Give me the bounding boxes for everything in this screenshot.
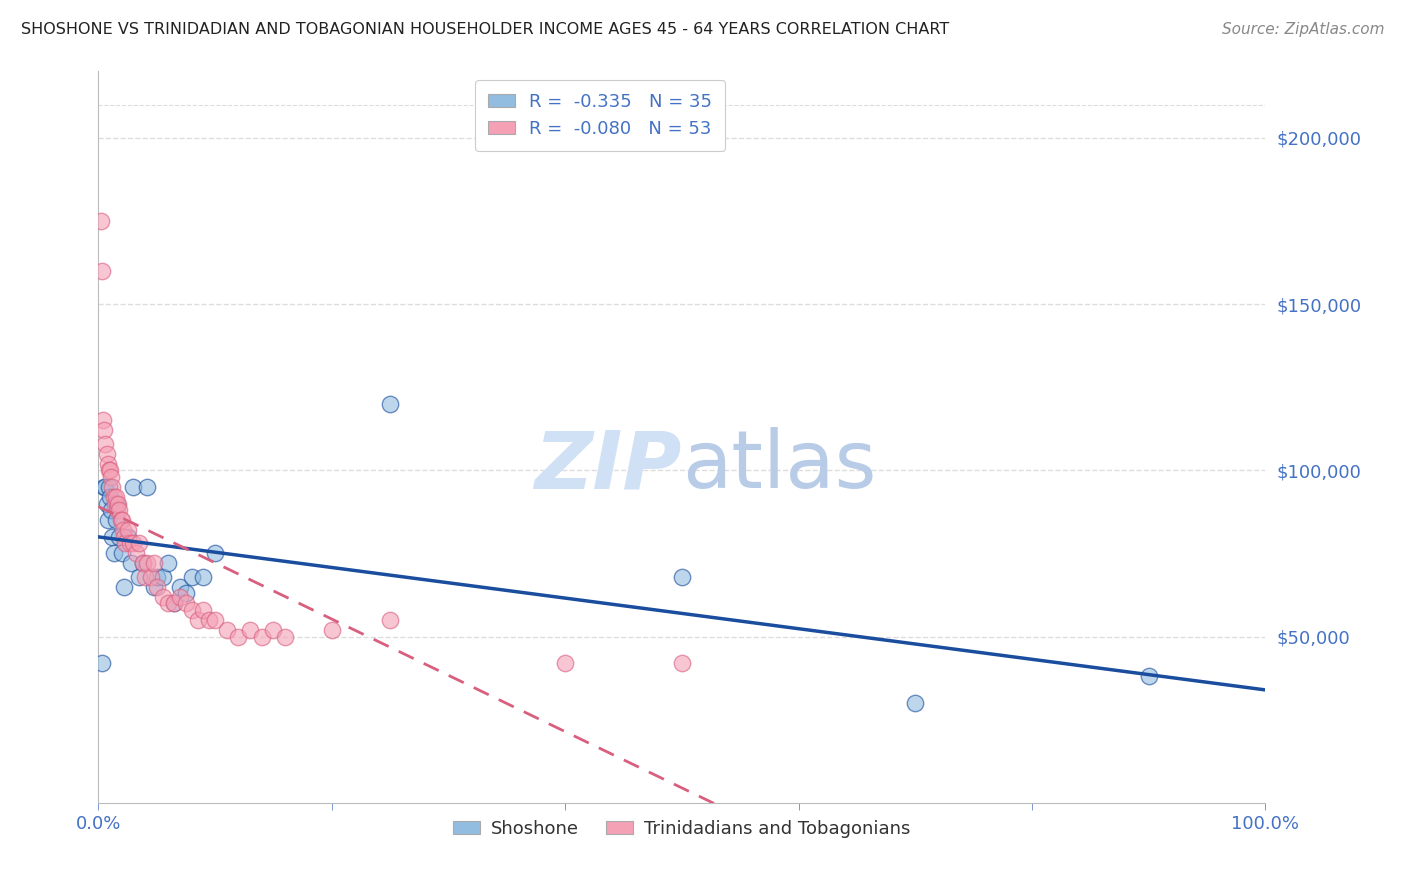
Point bbox=[139, 570, 162, 584]
Point bbox=[98, 490, 121, 504]
Point bbox=[105, 497, 128, 511]
Point bbox=[118, 536, 141, 550]
Point bbox=[193, 570, 215, 584]
Point bbox=[101, 480, 124, 494]
Point bbox=[96, 497, 118, 511]
Point bbox=[274, 630, 297, 644]
Point bbox=[174, 596, 197, 610]
Text: SHOSHONE VS TRINIDADIAN AND TOBAGONIAN HOUSEHOLDER INCOME AGES 45 - 64 YEARS COR: SHOSHONE VS TRINIDADIAN AND TOBAGONIAN H… bbox=[21, 22, 949, 37]
Point bbox=[93, 424, 115, 438]
Point bbox=[104, 490, 127, 504]
Point bbox=[228, 630, 250, 644]
Point bbox=[250, 630, 273, 644]
Point bbox=[105, 503, 128, 517]
Point bbox=[111, 546, 134, 560]
Point bbox=[128, 536, 150, 550]
Point bbox=[110, 513, 132, 527]
Point bbox=[125, 546, 148, 560]
Point bbox=[174, 586, 197, 600]
Point bbox=[132, 557, 155, 571]
Point bbox=[321, 623, 343, 637]
Point bbox=[120, 557, 142, 571]
Point bbox=[204, 546, 226, 560]
Point bbox=[98, 463, 121, 477]
Point bbox=[180, 603, 202, 617]
Point bbox=[96, 447, 118, 461]
Point bbox=[100, 470, 122, 484]
Point bbox=[157, 596, 180, 610]
Point bbox=[112, 580, 135, 594]
Point bbox=[132, 557, 155, 571]
Point bbox=[97, 457, 120, 471]
Point bbox=[157, 557, 180, 571]
Point bbox=[91, 413, 114, 427]
Point bbox=[239, 623, 262, 637]
Point bbox=[380, 613, 402, 627]
Point bbox=[380, 397, 402, 411]
Point bbox=[143, 557, 166, 571]
Point bbox=[215, 623, 238, 637]
Point bbox=[169, 590, 191, 604]
Point bbox=[103, 490, 125, 504]
Point bbox=[90, 214, 112, 228]
Point bbox=[143, 580, 166, 594]
Point bbox=[108, 530, 131, 544]
Point bbox=[134, 570, 156, 584]
Point bbox=[122, 536, 145, 550]
Point bbox=[97, 463, 120, 477]
Point bbox=[671, 570, 693, 584]
Point bbox=[163, 596, 186, 610]
Point bbox=[111, 523, 134, 537]
Point bbox=[103, 546, 125, 560]
Legend: Shoshone, Trinidadians and Tobagonians: Shoshone, Trinidadians and Tobagonians bbox=[446, 813, 918, 845]
Point bbox=[94, 480, 117, 494]
Point bbox=[262, 623, 284, 637]
Point bbox=[1137, 669, 1160, 683]
Point bbox=[904, 696, 927, 710]
Point bbox=[163, 596, 186, 610]
Point bbox=[112, 530, 135, 544]
Text: ZIP: ZIP bbox=[534, 427, 682, 506]
Point bbox=[169, 580, 191, 594]
Point bbox=[136, 557, 159, 571]
Point bbox=[104, 513, 127, 527]
Point bbox=[198, 613, 221, 627]
Point bbox=[108, 503, 131, 517]
Point bbox=[117, 523, 139, 537]
Point bbox=[94, 436, 117, 450]
Point bbox=[180, 570, 202, 584]
Point bbox=[146, 580, 169, 594]
Point bbox=[107, 497, 129, 511]
Point bbox=[193, 603, 215, 617]
Point bbox=[111, 513, 134, 527]
Point bbox=[97, 480, 120, 494]
Point bbox=[97, 513, 120, 527]
Point bbox=[671, 656, 693, 670]
Point bbox=[104, 497, 127, 511]
Point bbox=[101, 530, 124, 544]
Point bbox=[128, 570, 150, 584]
Point bbox=[93, 480, 115, 494]
Point bbox=[187, 613, 209, 627]
Point bbox=[136, 480, 159, 494]
Point bbox=[152, 590, 174, 604]
Point bbox=[554, 656, 576, 670]
Point bbox=[152, 570, 174, 584]
Point bbox=[122, 480, 145, 494]
Point bbox=[90, 656, 112, 670]
Point bbox=[117, 530, 139, 544]
Point bbox=[100, 503, 122, 517]
Point bbox=[114, 536, 136, 550]
Point bbox=[90, 264, 112, 278]
Point bbox=[204, 613, 226, 627]
Text: atlas: atlas bbox=[682, 427, 876, 506]
Point bbox=[146, 570, 169, 584]
Text: Source: ZipAtlas.com: Source: ZipAtlas.com bbox=[1222, 22, 1385, 37]
